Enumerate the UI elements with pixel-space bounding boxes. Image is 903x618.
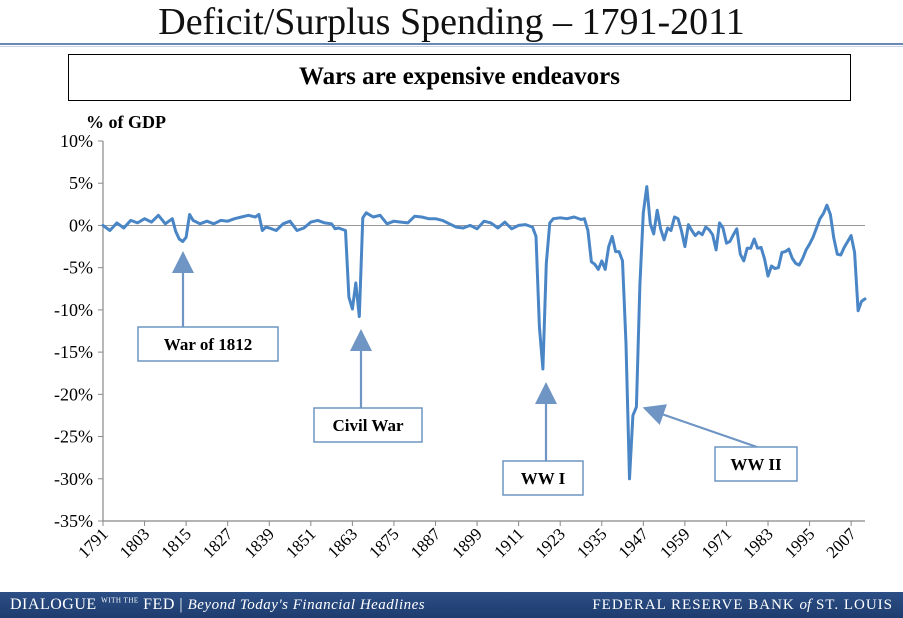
footer-org-suffix: ST. LOUIS — [815, 597, 893, 613]
x-tick-label: 1995 — [781, 524, 818, 561]
footer-tagline: Beyond Today's Financial Headlines — [187, 597, 426, 613]
annotation-label: Civil War — [333, 416, 404, 435]
x-tick-label: 1887 — [407, 524, 445, 562]
footer-brand-fed: FED — [143, 596, 175, 613]
footer-brand-with: WITH THE — [101, 596, 139, 605]
x-tick-label: 1971 — [698, 524, 735, 561]
deficit-series-line — [101, 185, 867, 481]
annotation-label: WW II — [730, 455, 782, 474]
subtitle-box: Wars are expensive endeavors — [68, 54, 851, 101]
y-tick-label: -35% — [54, 511, 93, 531]
x-tick-label: 1959 — [656, 524, 693, 561]
y-tick-label: -5% — [63, 258, 93, 278]
x-tick-label: 1851 — [282, 524, 319, 561]
chart-series — [101, 185, 867, 481]
y-tick-label: -30% — [54, 469, 93, 489]
x-tick-label: 2007 — [822, 524, 860, 562]
footer-org: FEDERAL RESERVE BANK of ST. LOUIS — [592, 597, 893, 614]
y-tick-label: 10% — [60, 131, 93, 151]
y-axis-label: % of GDP — [86, 112, 166, 132]
page-title: Deficit/Surplus Spending – 1791-2011 — [158, 1, 745, 43]
footer-org-of: of — [799, 597, 812, 613]
title-divider-secondary — [0, 46, 903, 47]
y-tick-label: 0% — [69, 215, 93, 235]
annotation-box — [502, 460, 584, 496]
y-tick-label: -10% — [54, 300, 93, 320]
footer-bar: DIALOGUE WITH THE FED | Beyond Today's F… — [0, 592, 903, 618]
x-tick-label: 1863 — [324, 524, 361, 561]
x-tick-label: 1839 — [241, 524, 278, 561]
chart-axes — [102, 141, 865, 522]
x-tick-label: 1815 — [157, 524, 194, 561]
title-divider — [0, 43, 903, 45]
y-tick-label: -20% — [54, 384, 93, 404]
x-tick-label: 1911 — [490, 524, 527, 561]
x-tick-label: 1875 — [365, 524, 402, 561]
subtitle-text: Wars are expensive endeavors — [298, 63, 621, 90]
footer-org-prefix: FEDERAL RESERVE BANK — [592, 597, 795, 613]
footer-brand-dialogue: DIALOGUE — [10, 596, 97, 613]
deficit-line-chart: 10%5%0%-5%-10%-15%-20%-25%-30%-35%1791 18… — [54, 131, 867, 562]
y-tick-label: 5% — [69, 173, 93, 193]
annotation-label: WW I — [521, 469, 566, 488]
annotation-box — [313, 407, 423, 443]
annotation-arrow — [642, 404, 758, 449]
y-tick-label: -25% — [54, 427, 93, 447]
x-tick-label: 1899 — [448, 524, 485, 561]
footer-brand: DIALOGUE WITH THE FED | Beyond Today's F… — [10, 596, 425, 614]
chart-annotations: War of 1812 Civil War WW I WW II — [137, 251, 798, 496]
x-tick-label: 1983 — [739, 524, 776, 561]
x-tick-label: 1947 — [615, 524, 653, 562]
x-tick-label: 1827 — [199, 524, 237, 562]
y-tick-label: -15% — [54, 342, 93, 362]
footer-separator: | — [179, 596, 184, 613]
x-tick-label: 1935 — [573, 524, 610, 561]
x-tick-label: 1923 — [532, 524, 569, 561]
annotation-box — [137, 326, 279, 362]
x-tick-label: 1803 — [116, 524, 153, 561]
annotation-label: War of 1812 — [164, 335, 252, 354]
annotation-box — [714, 446, 798, 482]
